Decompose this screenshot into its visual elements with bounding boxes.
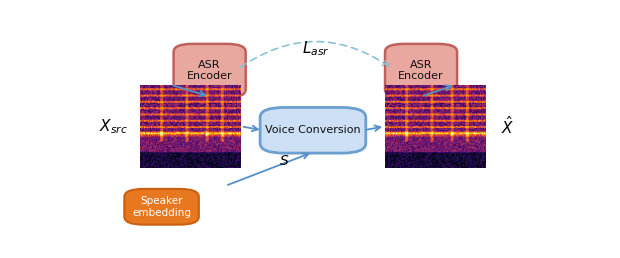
Text: $X_{src}$: $X_{src}$ xyxy=(99,117,128,136)
FancyBboxPatch shape xyxy=(174,44,246,98)
Text: Speaker
embedding: Speaker embedding xyxy=(132,196,191,217)
Text: $L_{asr}$: $L_{asr}$ xyxy=(301,39,329,58)
Text: $\hat{X}$: $\hat{X}$ xyxy=(501,115,514,137)
Text: ASR
Encoder: ASR Encoder xyxy=(187,60,232,82)
FancyBboxPatch shape xyxy=(385,44,457,98)
FancyBboxPatch shape xyxy=(260,107,366,153)
Text: $S$: $S$ xyxy=(279,154,289,168)
Text: ASR
Encoder: ASR Encoder xyxy=(398,60,444,82)
Text: Voice Conversion: Voice Conversion xyxy=(265,125,361,135)
FancyBboxPatch shape xyxy=(125,189,199,225)
